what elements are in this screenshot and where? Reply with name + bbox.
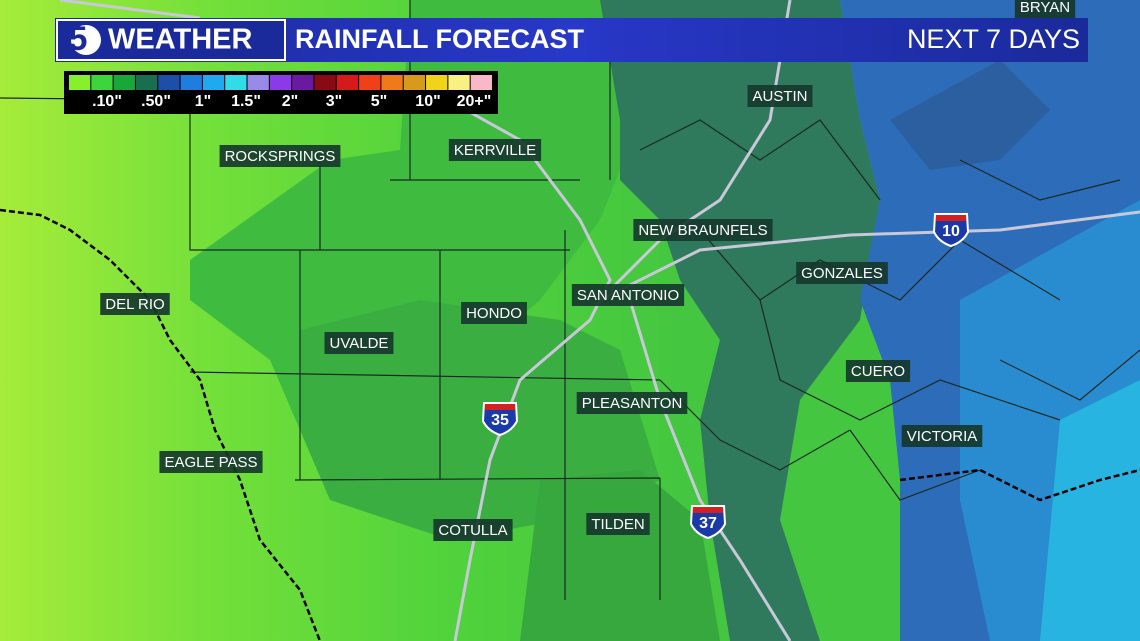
city-box [324, 332, 394, 354]
shield-top [936, 215, 966, 221]
city-label: EAGLE PASS [159, 451, 263, 473]
period: NEXT 7 DAYS [907, 24, 1080, 54]
legend: .10" .50" 1" 1.5" 2" 3" 5" 10" 20+" [64, 71, 498, 114]
city-box [633, 219, 773, 241]
city-box [448, 139, 542, 161]
legend-swatch [292, 75, 314, 90]
legend-swatch [69, 75, 91, 90]
legend-label: 1.5" [231, 93, 261, 110]
city-box [1014, 0, 1076, 18]
legend-swatch [247, 75, 269, 90]
roads [59, 0, 1140, 641]
shield-top [693, 507, 723, 513]
city-label: VICTORIA [901, 425, 983, 447]
brand: WEATHER [108, 24, 253, 56]
city-name: NEW BRAUNFELS [638, 222, 767, 239]
legend-swatch [426, 75, 448, 90]
city-name: HONDO [466, 305, 522, 322]
header-bar: 5 WEATHER RAINFALL FORECAST NEXT 7 DAYS [55, 18, 1088, 62]
city-label: NEW BRAUNFELS [633, 219, 773, 241]
legend-swatch [135, 75, 158, 90]
city-labels: BRYAN AUSTIN ROCKSPRINGS KERRVILLE NEW BRAUN… [100, 0, 1076, 541]
city-box [100, 293, 170, 315]
city-label: ROCKSPRINGS [219, 145, 341, 167]
legend-label: 2" [282, 93, 298, 110]
city-label: KERRVILLE [448, 139, 542, 161]
city-box [576, 392, 688, 414]
shield-number: 37 [699, 515, 717, 532]
logo-number: 5 [69, 20, 88, 58]
shield: 37 [689, 505, 727, 540]
shield-top [485, 404, 515, 410]
city-name: AUSTIN [752, 88, 807, 105]
legend-swatch [158, 75, 180, 90]
shield-shape [932, 213, 970, 248]
city-box [571, 284, 685, 306]
legend-swatch [180, 75, 202, 90]
city-box [845, 360, 911, 382]
legend-label: 5" [371, 93, 387, 110]
city-label: COTULLA [433, 519, 513, 541]
city-name: COTULLA [438, 522, 507, 539]
city-name: CUERO [851, 363, 905, 380]
shield-number: 35 [491, 412, 509, 429]
city-label: HONDO [461, 302, 527, 324]
city-label: DEL RIO [100, 293, 170, 315]
city-label: PLEASANTON [576, 392, 688, 414]
legend-label: .10" [92, 93, 122, 110]
city-name: UVALDE [330, 335, 389, 352]
city-box [433, 519, 513, 541]
legend-label: .50" [141, 93, 171, 110]
city-box [901, 425, 983, 447]
city-name: DEL RIO [105, 296, 164, 313]
legend-swatch [403, 75, 426, 90]
city-box [796, 262, 888, 284]
city-label: AUSTIN [747, 85, 813, 107]
city-box [159, 451, 263, 473]
legend-swatch [225, 75, 247, 90]
city-label: UVALDE [324, 332, 394, 354]
city-name: BRYAN [1020, 0, 1070, 16]
city-name: VICTORIA [907, 428, 978, 445]
shield-shape [481, 402, 519, 437]
city-label: BRYAN [1014, 0, 1076, 18]
shield: 10 [932, 213, 970, 248]
legend-label: 20+" [457, 93, 492, 110]
legend-swatch [269, 75, 292, 90]
city-name: SAN ANTONIO [577, 287, 679, 304]
shield: 35 [481, 402, 519, 437]
legend-swatch [314, 75, 336, 90]
city-box [461, 302, 527, 324]
legend-swatch [381, 75, 403, 90]
highway-shields: 35 37 10 [481, 213, 970, 540]
legend-swatch [113, 75, 135, 90]
city-name: EAGLE PASS [164, 454, 257, 471]
legend-swatch [336, 75, 359, 90]
city-box [219, 145, 341, 167]
city-name: GONZALES [801, 265, 883, 282]
shield-number: 10 [942, 223, 960, 240]
legend-label: 1" [195, 93, 211, 110]
legend-swatch [202, 75, 225, 90]
city-label: CUERO [845, 360, 911, 382]
city-name: PLEASANTON [582, 395, 683, 412]
city-label: SAN ANTONIO [571, 284, 685, 306]
city-label: GONZALES [796, 262, 888, 284]
shield-shape [689, 505, 727, 540]
legend-swatch [359, 75, 381, 90]
legend-label: 3" [326, 93, 342, 110]
legend-swatch [91, 75, 113, 90]
city-box [747, 85, 813, 107]
title: RAINFALL FORECAST [295, 24, 585, 54]
legend-swatch [470, 75, 492, 90]
city-name: TILDEN [591, 516, 644, 533]
city-box [586, 513, 650, 535]
city-name: KERRVILLE [454, 142, 536, 159]
legend-label: 10" [415, 93, 440, 110]
city-name: ROCKSPRINGS [225, 148, 336, 165]
city-label: TILDEN [586, 513, 650, 535]
legend-swatch [448, 75, 470, 90]
